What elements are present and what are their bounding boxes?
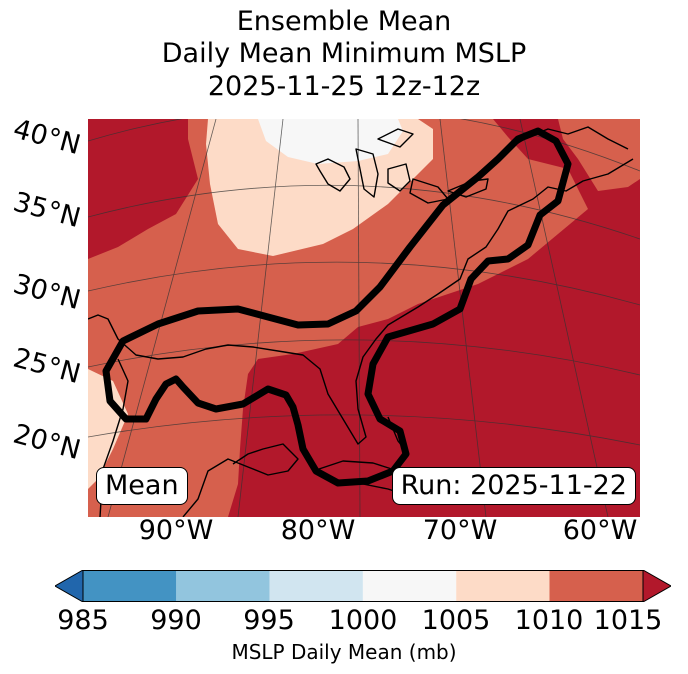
lat-label-40: 40°N [9, 113, 84, 162]
lon-label-70w: 70°W [422, 515, 498, 546]
colorbar-bin-1000-1005 [362, 570, 457, 602]
colorbar-tick-990: 990 [150, 605, 202, 636]
pressure-field-1005-1010-east [558, 119, 640, 191]
lat-label-20: 20°N [9, 418, 84, 467]
colorbar-label: MSLP Daily Mean (mb) [231, 640, 457, 664]
title-line-2: Daily Mean Minimum MSLP [161, 38, 527, 69]
mean-label-box: Mean [96, 467, 188, 505]
colorbar-bin-985-990 [83, 570, 177, 602]
colorbar-extend-high [642, 570, 671, 602]
colorbar-tick-985: 985 [57, 605, 109, 636]
lat-label-25: 25°N [9, 342, 84, 391]
colorbar-tick-995: 995 [243, 605, 295, 636]
colorbar-bin-995-1000 [269, 570, 363, 602]
lat-label-30: 30°N [9, 268, 84, 317]
colorbar-tick-1015: 1015 [593, 605, 663, 636]
pressure-field-1000-1005-sw [88, 369, 128, 489]
title-line-3: 2025-11-25 12z-12z [207, 71, 481, 102]
lon-label-90w: 90°W [138, 515, 214, 546]
lon-label-80w: 80°W [280, 515, 356, 546]
colorbar-tick-1010: 1010 [514, 605, 584, 636]
colorbar-extend-low [55, 570, 84, 602]
colorbar-outline [82, 570, 644, 602]
colorbar-tick-1005: 1005 [421, 605, 491, 636]
colorbar [55, 570, 671, 602]
colorbar-bin-1010-1015 [549, 570, 643, 602]
mslp-contour-line [102, 127, 572, 487]
title-line-1: Ensemble Mean [236, 6, 452, 37]
lon-label-60w: 60°W [562, 515, 638, 546]
colorbar-bin-1005-1010 [456, 570, 550, 602]
colorbar-tick-1000: 1000 [328, 605, 398, 636]
run-date-label-box: Run: 2025-11-22 [391, 467, 636, 505]
colorbar-bin-990-995 [176, 570, 270, 602]
lat-label-35: 35°N [9, 186, 84, 235]
map-panel [88, 119, 640, 517]
